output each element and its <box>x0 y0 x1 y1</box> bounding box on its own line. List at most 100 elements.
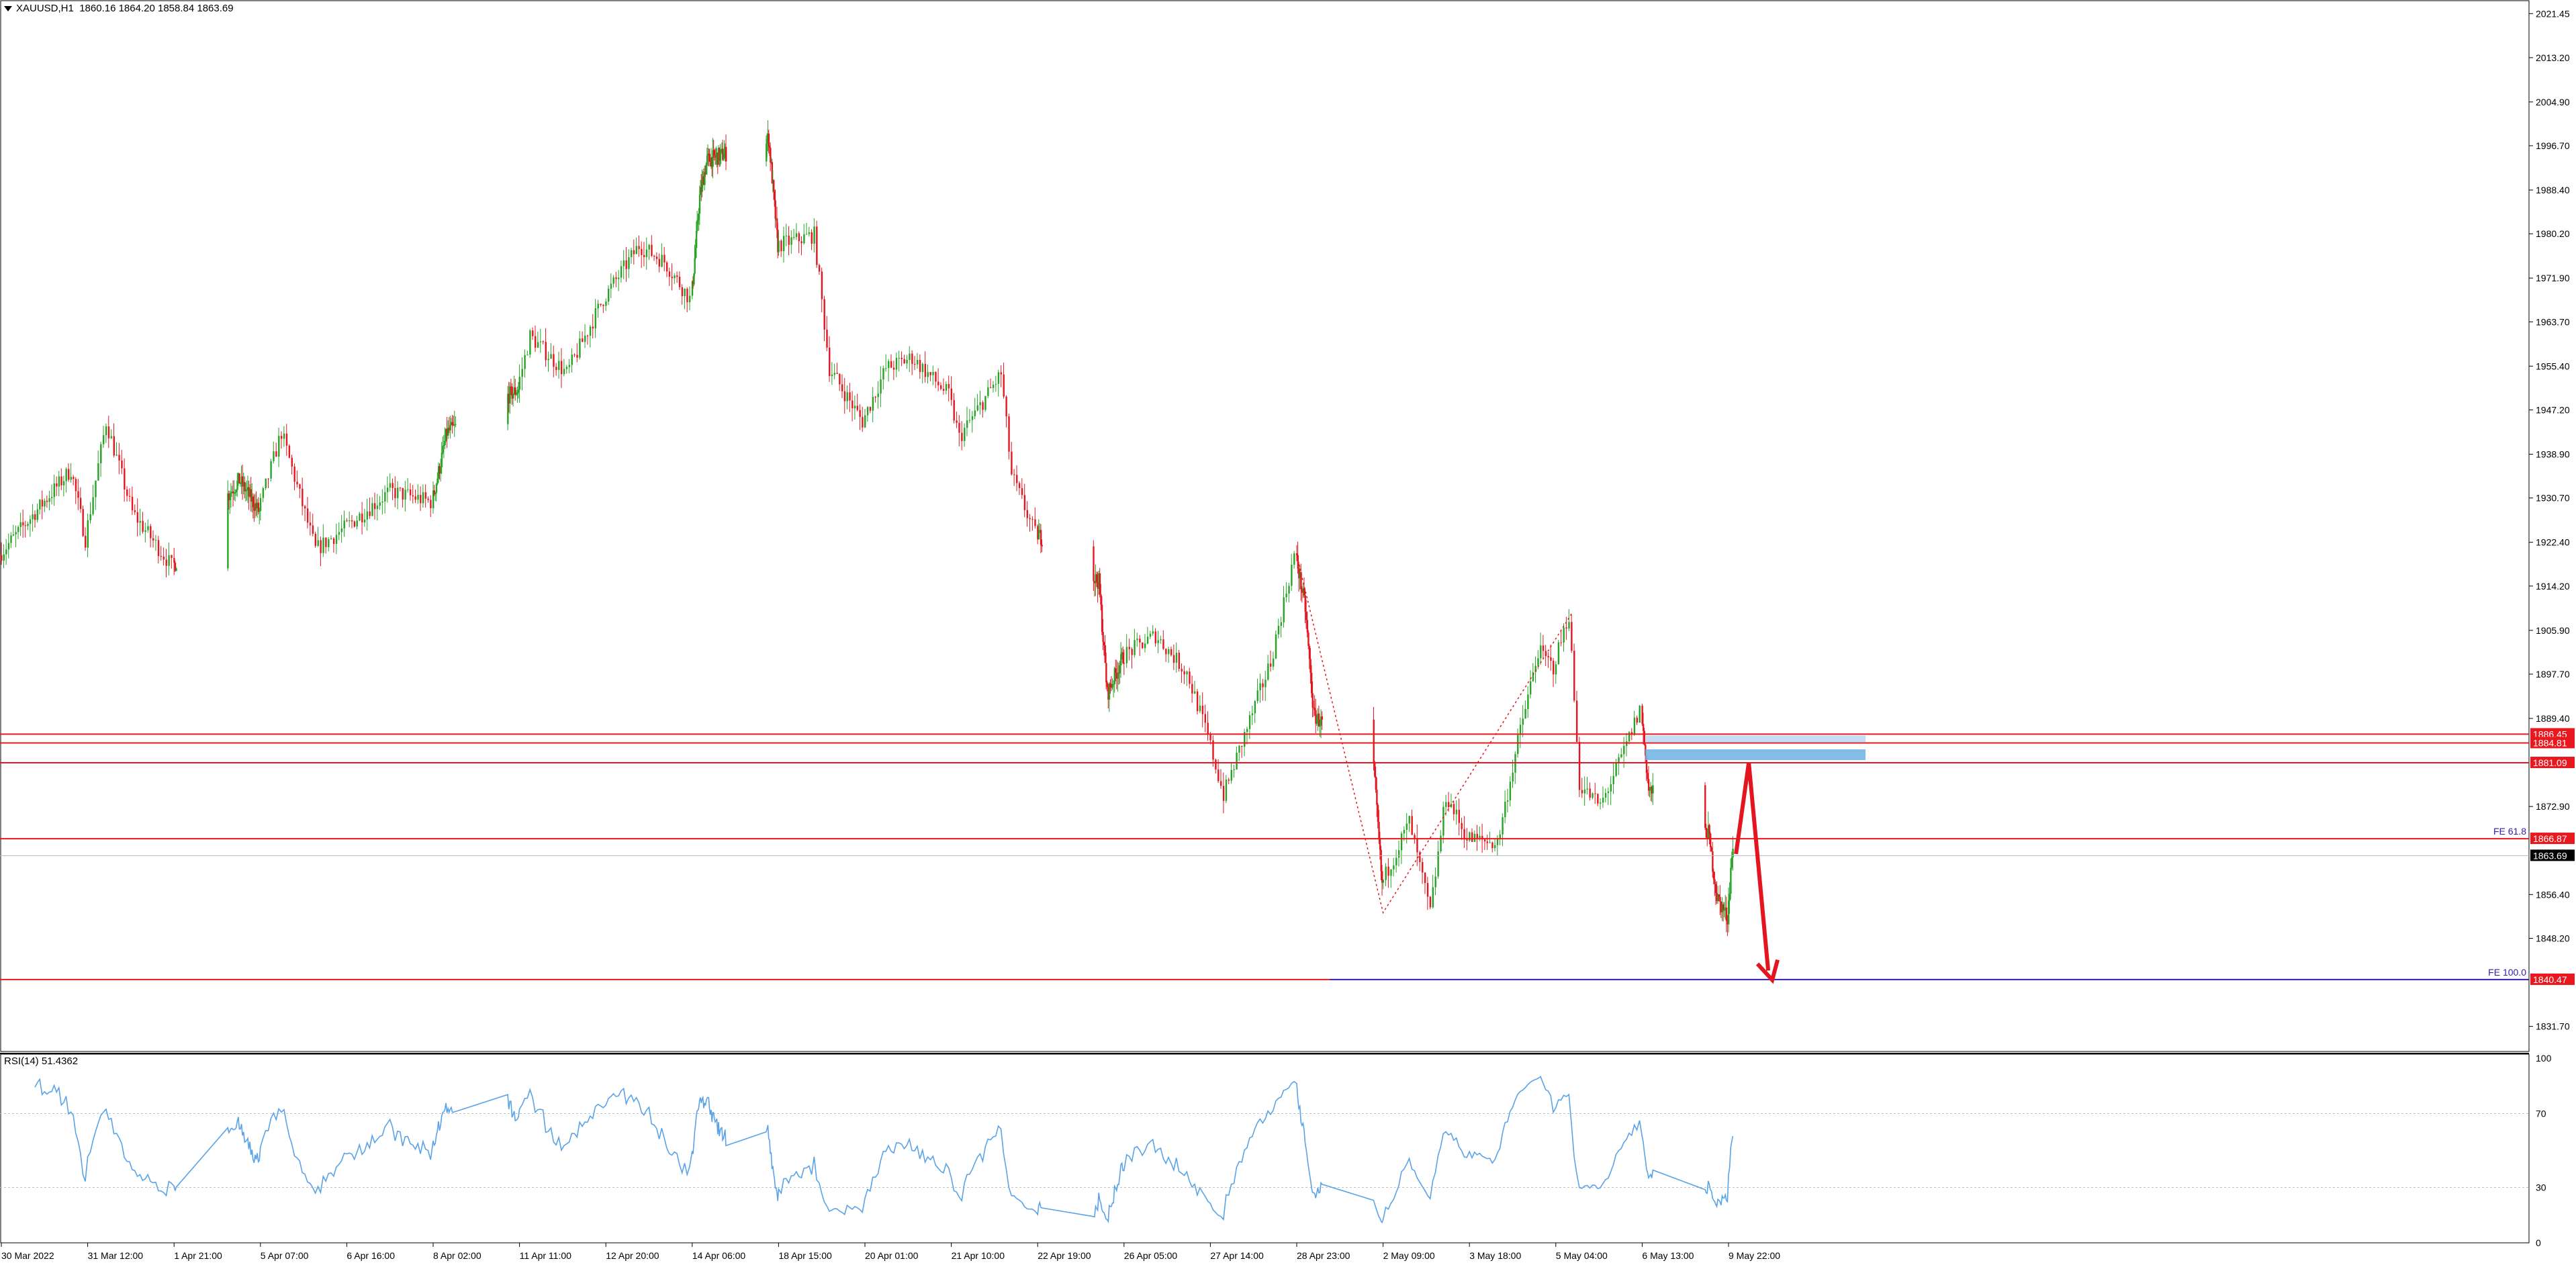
candle-body <box>1142 642 1144 649</box>
candle-body <box>407 489 409 490</box>
candle-body <box>102 435 105 444</box>
candle-body <box>1563 627 1565 643</box>
candle-body <box>1623 745 1625 755</box>
time-tick-label: 22 Apr 19:00 <box>1038 1250 1091 1261</box>
candle-body <box>1285 594 1287 598</box>
candle-body <box>27 524 29 526</box>
candle-body <box>154 540 157 541</box>
candle-body <box>97 463 99 481</box>
chart-header: XAUUSD,H1 1860.16 1864.20 1858.84 1863.6… <box>4 3 234 14</box>
price-label-box <box>2530 973 2575 985</box>
candle-body <box>1302 588 1304 593</box>
candle-body <box>1298 568 1300 579</box>
candle-body <box>1647 773 1649 780</box>
candle-body <box>628 256 630 269</box>
candle-body <box>671 277 673 279</box>
candle-body <box>1149 633 1152 637</box>
candle-body <box>892 367 895 370</box>
candle-body <box>1714 884 1717 894</box>
candle-body <box>1105 663 1107 683</box>
candle-body <box>1222 786 1225 801</box>
candle-body <box>386 487 389 492</box>
candle-body <box>1722 904 1724 910</box>
candle-body <box>1499 834 1501 839</box>
price-tick-label: 1831.70 <box>2536 1021 2570 1032</box>
candle-body <box>1251 713 1254 716</box>
candle-body <box>816 226 818 265</box>
candle-body <box>932 371 934 375</box>
candle-body <box>1280 622 1283 626</box>
candle-body <box>160 556 163 557</box>
candle-body <box>1512 772 1514 782</box>
candle-body <box>696 220 698 231</box>
candle-body <box>1270 663 1272 667</box>
candle-body <box>911 353 913 365</box>
candle-body <box>766 139 768 144</box>
candle-body <box>1568 622 1570 629</box>
candle-body <box>399 487 402 489</box>
candle-body <box>265 478 267 489</box>
candle-body <box>1555 664 1557 675</box>
ohlc-values: 1860.16 1864.20 1858.84 1863.69 <box>79 3 234 14</box>
candle-body <box>859 410 861 417</box>
price-tick-label: 1980.20 <box>2536 228 2570 239</box>
current-price-text: 1863.69 <box>2533 850 2567 861</box>
candle-body <box>41 500 44 507</box>
candle-body <box>800 241 802 244</box>
candle-body <box>1547 656 1549 657</box>
candle-body <box>107 426 110 438</box>
candle-body <box>436 478 439 484</box>
candle-body <box>1098 573 1100 589</box>
candle-body <box>968 420 971 421</box>
candle-body <box>681 287 684 297</box>
candle-body <box>1649 788 1651 791</box>
candle-body <box>85 536 87 548</box>
candle-body <box>430 500 432 508</box>
candle-body <box>36 509 38 520</box>
candle-body <box>1553 661 1555 675</box>
candle-body <box>340 528 343 532</box>
candle-body <box>558 361 560 371</box>
candle-body <box>882 368 884 380</box>
candle-body <box>895 357 898 370</box>
candle-body <box>1424 872 1426 884</box>
candle-body <box>22 522 24 526</box>
candle-body <box>229 497 231 500</box>
candle-body <box>427 498 429 500</box>
candle-body <box>1382 880 1384 883</box>
candle-body <box>1522 718 1524 725</box>
candle-body <box>1101 604 1103 632</box>
candle-body <box>618 277 620 279</box>
time-tick-label: 1 Apr 21:00 <box>174 1250 222 1261</box>
candle-body <box>1445 802 1447 807</box>
candle-body <box>1246 729 1248 733</box>
candle-body <box>1466 839 1468 841</box>
candle-body <box>852 400 854 409</box>
candle-body <box>775 218 778 220</box>
candle-body <box>826 329 828 348</box>
time-tick-label: 3 May 18:00 <box>1469 1250 1521 1261</box>
candle-body <box>854 406 856 409</box>
candle-body <box>843 391 846 402</box>
candle-body <box>1220 781 1222 786</box>
candle-body <box>1557 642 1560 665</box>
candle-body <box>872 396 874 411</box>
candle-body <box>635 246 637 254</box>
candle-body <box>168 555 170 566</box>
candle-body <box>1725 907 1728 921</box>
candle-body <box>638 246 640 249</box>
candle-body <box>708 154 710 162</box>
candle-body <box>700 187 702 195</box>
dropdown-triangle-icon[interactable] <box>4 6 12 12</box>
candle-body <box>1103 642 1105 646</box>
candle-body <box>248 487 250 497</box>
candle-body <box>147 526 149 530</box>
candle-body <box>278 436 280 457</box>
price-tick-label: 1889.40 <box>2536 713 2570 724</box>
candle-body <box>435 483 438 493</box>
candle-body <box>953 400 955 421</box>
candle-body <box>607 288 610 302</box>
candle-body <box>231 491 233 493</box>
candle-body <box>157 540 160 557</box>
